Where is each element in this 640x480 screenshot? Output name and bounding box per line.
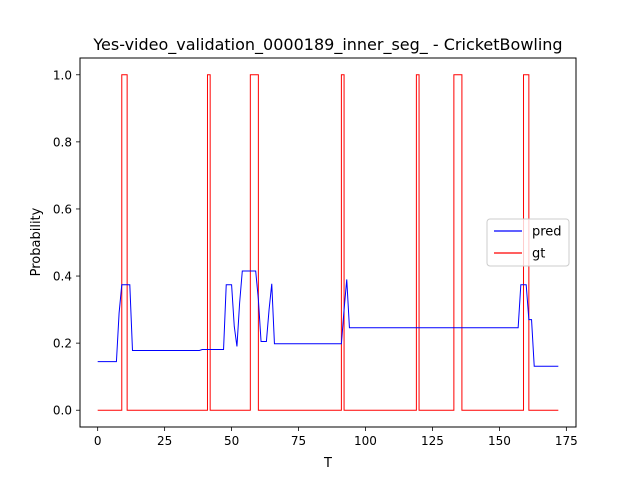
x-tick-label: 150 (488, 434, 511, 448)
x-tick-label: 125 (421, 434, 444, 448)
y-axis-ticks: 0.0 0.2 0.4 0.6 0.8 1.0 (53, 68, 80, 418)
pred-line (97, 270, 559, 367)
legend-pred-label: pred (532, 225, 562, 240)
y-tick-label: 0.4 (53, 270, 72, 284)
x-tick-label: 0 (94, 434, 102, 448)
legend: pred gt (486, 218, 570, 267)
gt-line (97, 74, 559, 411)
x-tick-label: 100 (354, 434, 377, 448)
x-axis-label: T (323, 456, 332, 471)
legend-gt-label: gt (532, 247, 545, 262)
gt-series-line (97, 74, 559, 411)
x-tick-label: 175 (555, 434, 578, 448)
y-tick-label: 1.0 (53, 68, 72, 82)
y-tick-label: 0.2 (53, 337, 72, 351)
chart-title: Yes-video_validation_0000189_inner_seg_ … (92, 35, 562, 55)
x-tick-label: 25 (157, 434, 172, 448)
pred-series-line (97, 270, 559, 367)
y-tick-label: 0.6 (53, 202, 72, 216)
y-axis-label: Probability (29, 207, 44, 276)
y-tick-label: 0.8 (53, 135, 72, 149)
x-tick-label: 75 (291, 434, 306, 448)
y-tick-label: 0.0 (53, 404, 72, 418)
x-tick-label: 50 (224, 434, 239, 448)
x-axis-ticks: 0 25 50 75 100 125 150 175 (94, 427, 578, 448)
plot-frame (79, 57, 577, 428)
